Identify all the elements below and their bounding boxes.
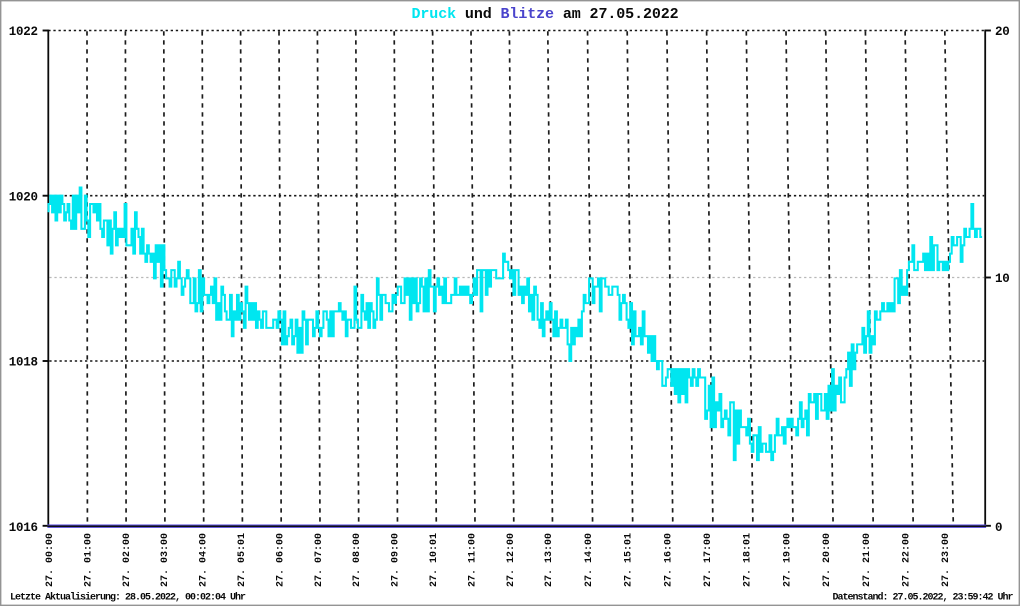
svg-text:27. 10:01: 27. 10:01 <box>429 533 440 587</box>
svg-text:10: 10 <box>995 272 1010 286</box>
svg-text:27. 13:00: 27. 13:00 <box>544 533 555 587</box>
svg-text:27. 01:00: 27. 01:00 <box>83 533 94 587</box>
svg-text:27. 12:00: 27. 12:00 <box>506 533 517 587</box>
svg-text:27. 11:00: 27. 11:00 <box>467 533 478 587</box>
svg-text:0: 0 <box>995 521 1002 535</box>
svg-text:27. 14:00: 27. 14:00 <box>584 533 595 587</box>
svg-text:27. 03:00: 27. 03:00 <box>160 533 171 587</box>
svg-text:1020: 1020 <box>9 190 38 204</box>
svg-text:27. 19:00: 27. 19:00 <box>782 533 793 587</box>
svg-text:Letzte Aktualisierung: 28.05.2: Letzte Aktualisierung: 28.05.2022, 00:02… <box>10 592 246 604</box>
svg-text:27. 09:00: 27. 09:00 <box>391 533 402 587</box>
svg-text:27. 23:00: 27. 23:00 <box>941 533 952 587</box>
svg-text:1022: 1022 <box>9 25 38 39</box>
svg-text:1018: 1018 <box>9 356 38 370</box>
svg-text:27. 04:00: 27. 04:00 <box>199 533 210 587</box>
svg-text:27. 02:00: 27. 02:00 <box>122 533 133 587</box>
svg-text:27. 21:00: 27. 21:00 <box>862 533 873 587</box>
svg-text:27. 05:01: 27. 05:01 <box>237 533 248 587</box>
svg-text:27. 16:00: 27. 16:00 <box>663 533 674 587</box>
svg-text:27. 07:00: 27. 07:00 <box>314 533 325 587</box>
svg-text:27. 22:00: 27. 22:00 <box>902 533 913 587</box>
svg-text:27. 06:00: 27. 06:00 <box>275 533 286 587</box>
svg-text:27. 18:01: 27. 18:01 <box>743 533 754 587</box>
svg-text:27. 15:01: 27. 15:01 <box>624 533 635 587</box>
svg-text:1016: 1016 <box>9 521 38 535</box>
svg-text:Druck und Blitze am 27.05.2022: Druck und Blitze am 27.05.2022 <box>412 6 679 23</box>
svg-text:Datenstand: 27.05.2022, 23:59:: Datenstand: 27.05.2022, 23:59:42 Uhr <box>832 592 1013 604</box>
svg-text:27. 00:00: 27. 00:00 <box>45 533 56 587</box>
svg-text:27. 08:00: 27. 08:00 <box>352 533 363 587</box>
svg-text:20: 20 <box>995 25 1010 39</box>
svg-text:27. 20:00: 27. 20:00 <box>822 533 833 587</box>
svg-text:27. 17:00: 27. 17:00 <box>703 533 714 587</box>
